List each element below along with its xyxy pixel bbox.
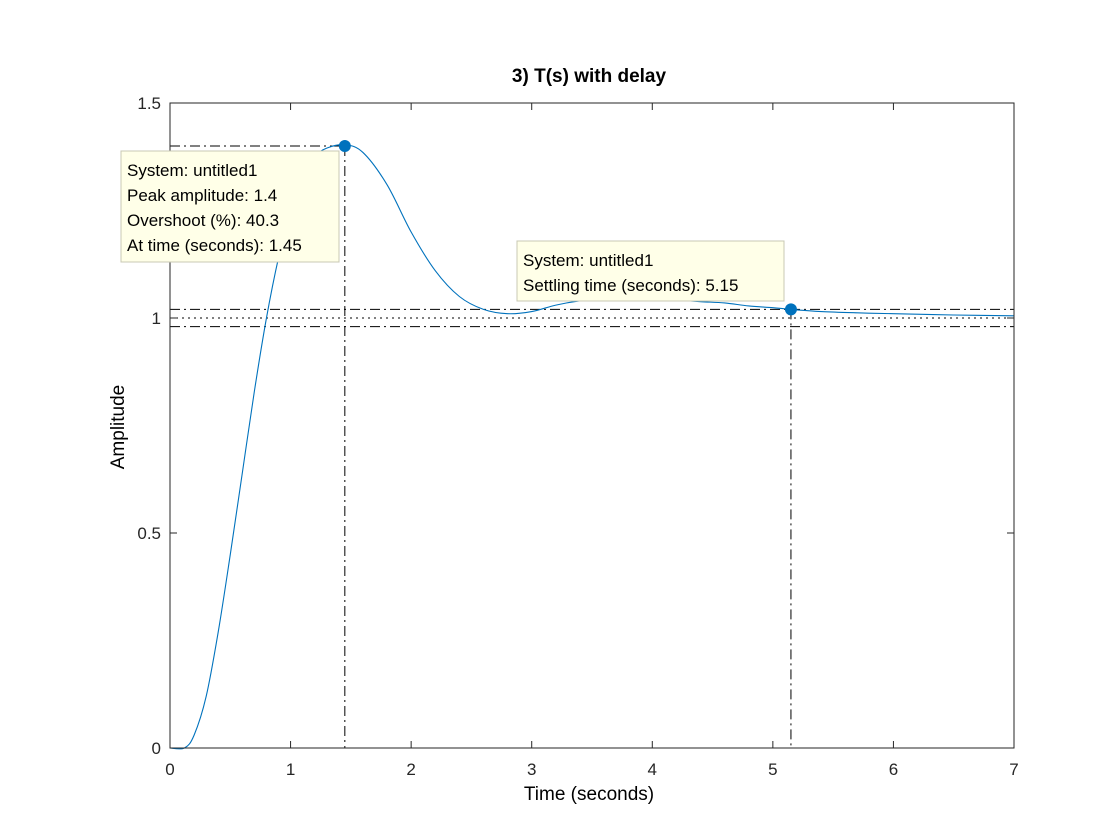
- datatip-line: System: untitled1: [523, 251, 653, 270]
- datatip-line: Peak amplitude: 1.4: [127, 186, 277, 205]
- datatip-box: [120, 150, 340, 263]
- datatip-marker[interactable]: [338, 140, 351, 152]
- datatip-line: System: untitled1: [127, 161, 257, 180]
- x-tick-label: 3: [527, 760, 536, 779]
- axis-ticks: 0 1 2 3 4 5 6 7 0 0.5 1 1.5: [137, 94, 1018, 779]
- datatip-line: Overshoot (%): 40.3: [127, 211, 279, 230]
- datatips: System: untitled1 Peak amplitude: 1.4 Over…: [120, 140, 797, 316]
- reference-lines: [170, 145, 1014, 748]
- step-response-line: [169, 144, 1015, 750]
- peak-datatip[interactable]: System: untitled1 Peak amplitude: 1.4 Over…: [120, 150, 340, 263]
- y-tick-label: 1: [152, 309, 161, 328]
- y-axis-label: Amplitude: [108, 385, 129, 470]
- axes-box: [169, 102, 1015, 749]
- datatip-line: Settling time (seconds): 5.15: [523, 276, 738, 295]
- chart-title: 3) T(s) with delay: [512, 66, 667, 87]
- x-tick-label: 5: [768, 760, 777, 779]
- datatip-box: [516, 240, 785, 302]
- y-tick-label: 0.5: [137, 524, 161, 543]
- x-tick-label: 4: [648, 760, 657, 779]
- x-tick-label: 7: [1009, 760, 1018, 779]
- x-axis-label: Time (seconds): [524, 784, 654, 805]
- response-curve-group: [169, 144, 1015, 750]
- x-tick-label: 2: [406, 760, 415, 779]
- settling-datatip[interactable]: System: untitled1 Settling time (seconds)…: [516, 240, 785, 302]
- x-tick-label: 1: [286, 760, 295, 779]
- x-tick-label: 6: [889, 760, 898, 779]
- y-tick-label: 1.5: [137, 94, 161, 113]
- y-tick-label: 0: [152, 739, 161, 758]
- datatip-marker[interactable]: [784, 303, 797, 316]
- datatip-line: At time (seconds): 1.45: [127, 236, 302, 255]
- x-tick-label: 0: [165, 760, 174, 779]
